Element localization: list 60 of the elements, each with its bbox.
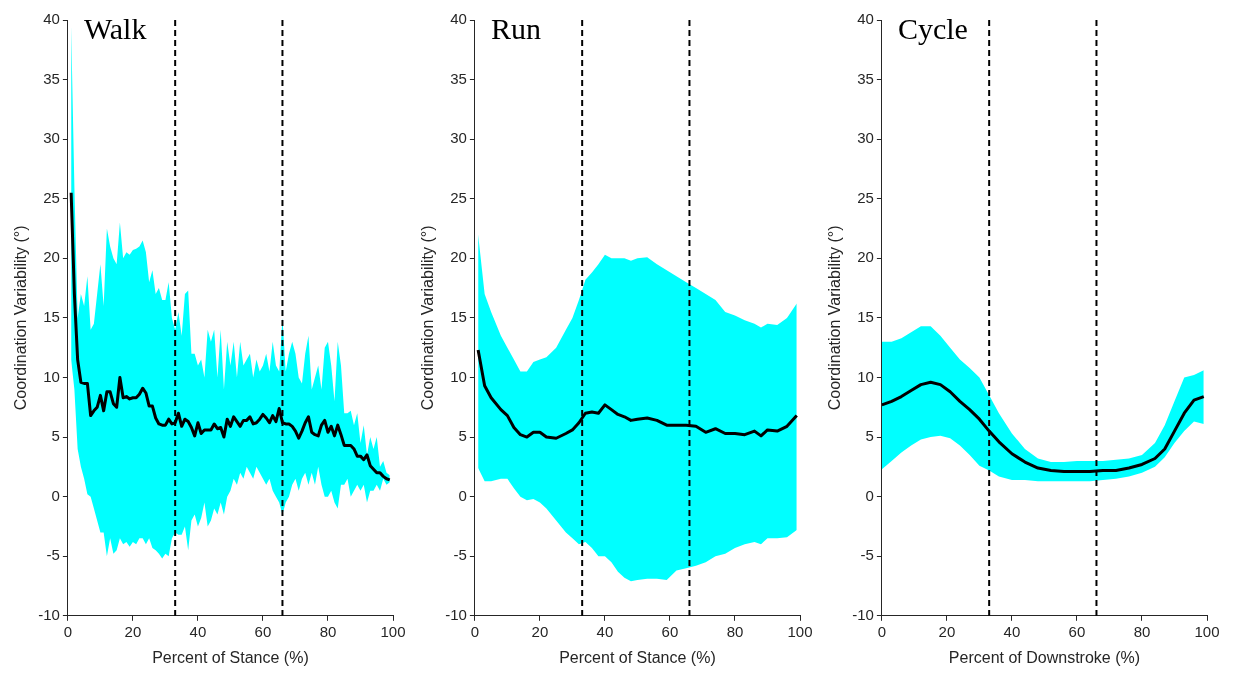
y-tick-label: 35 xyxy=(857,69,874,87)
y-tick-label: -5 xyxy=(453,546,467,564)
y-tick-label: 15 xyxy=(857,308,874,326)
y-tick-label: 15 xyxy=(450,308,467,326)
y-tick-label: 35 xyxy=(450,69,467,87)
y-tick-label: 5 xyxy=(865,427,874,445)
y-axis-title: Coordination Variability (°) xyxy=(826,225,844,411)
y-tick-label: 35 xyxy=(43,69,60,87)
x-tick-label: 100 xyxy=(1194,622,1220,640)
y-tick-label: 5 xyxy=(458,427,467,445)
x-tick-label: 80 xyxy=(319,622,337,640)
x-axis-title: Percent of Stance (%) xyxy=(152,648,309,666)
y-tick-label: -10 xyxy=(852,605,874,623)
y-tick-label: 5 xyxy=(51,427,60,445)
y-tick-label: -5 xyxy=(46,546,60,564)
y-tick-label: 15 xyxy=(43,308,60,326)
x-tick-label: 60 xyxy=(254,622,272,640)
y-tick-label: -10 xyxy=(38,605,60,623)
chart-title: Run xyxy=(490,11,541,45)
y-tick-label: 0 xyxy=(865,486,874,504)
y-tick-label: 20 xyxy=(450,248,467,266)
y-tick-label: -5 xyxy=(860,546,874,564)
x-tick-label: 0 xyxy=(470,622,480,640)
y-tick-label: 10 xyxy=(857,367,874,385)
x-tick-label: 100 xyxy=(380,622,406,640)
y-tick-label: 0 xyxy=(51,486,60,504)
y-tick-label: 10 xyxy=(43,367,60,385)
y-tick-label: 40 xyxy=(43,10,60,28)
y-tick-label: 40 xyxy=(450,10,467,28)
y-tick-label: 20 xyxy=(43,248,60,266)
y-tick-label: 25 xyxy=(450,188,467,206)
x-tick-label: 100 xyxy=(787,622,813,640)
chart-title: Walk xyxy=(83,11,147,45)
x-tick-label: 80 xyxy=(726,622,744,640)
y-tick-label: 40 xyxy=(857,10,874,28)
x-tick-label: 80 xyxy=(1133,622,1151,640)
x-axis-title: Percent of Downstroke (%) xyxy=(948,648,1141,666)
y-tick-label: 10 xyxy=(450,367,467,385)
x-tick-label: 40 xyxy=(189,622,207,640)
y-tick-label: 30 xyxy=(857,129,874,147)
x-tick-label: 0 xyxy=(877,622,887,640)
x-tick-label: 0 xyxy=(63,622,73,640)
y-tick-label: 25 xyxy=(857,188,874,206)
x-tick-label: 20 xyxy=(124,622,142,640)
y-tick-label: -10 xyxy=(445,605,467,623)
y-tick-label: 30 xyxy=(43,129,60,147)
y-tick-label: 25 xyxy=(43,188,60,206)
y-axis-title: Coordination Variability (°) xyxy=(12,225,30,411)
x-tick-label: 40 xyxy=(596,622,614,640)
x-axis-title: Percent of Stance (%) xyxy=(559,648,716,666)
x-tick-label: 60 xyxy=(1068,622,1086,640)
y-tick-label: 30 xyxy=(450,129,467,147)
x-tick-label: 20 xyxy=(531,622,549,640)
y-tick-label: 20 xyxy=(857,248,874,266)
x-tick-label: 40 xyxy=(1003,622,1021,640)
x-tick-label: 20 xyxy=(938,622,956,640)
y-axis-title: Coordination Variability (°) xyxy=(419,225,437,411)
y-tick-label: 0 xyxy=(458,486,467,504)
chart-title: Cycle xyxy=(897,11,968,45)
x-tick-label: 60 xyxy=(661,622,679,640)
